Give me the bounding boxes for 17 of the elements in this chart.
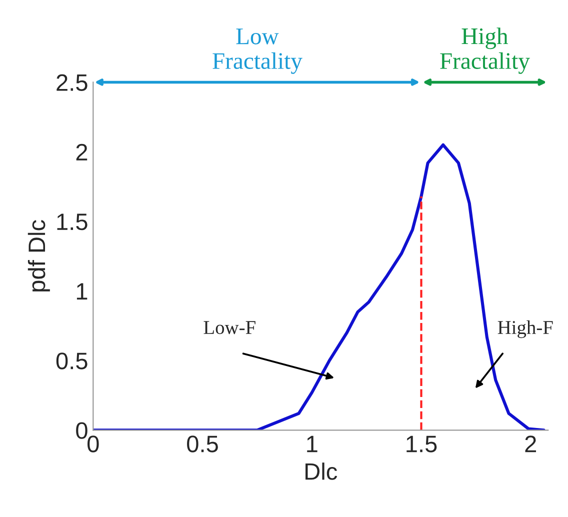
y-axis-title: pdf Dlc bbox=[28, 220, 50, 292]
x-axis-title: Dlc bbox=[306, 462, 338, 480]
text: High Fractality bbox=[440, 28, 530, 74]
y-tick-label: 2 bbox=[76, 144, 88, 160]
x-tick-label: 1.5 bbox=[406, 436, 437, 452]
y-tick-label: 1 bbox=[76, 283, 88, 300]
annotation: Low-F bbox=[204, 321, 256, 334]
y-tick-label: 0.5 bbox=[56, 352, 88, 370]
text: Low Fractality bbox=[212, 28, 302, 74]
x-tick-label: 0 bbox=[88, 436, 99, 452]
x-tick-label: 2 bbox=[525, 436, 536, 452]
y-tick-label: 2.5 bbox=[56, 74, 88, 91]
y-tick-label: 0 bbox=[76, 422, 88, 439]
y-tick-label: 1.5 bbox=[57, 214, 88, 230]
x-tick-label: 0.5 bbox=[187, 436, 218, 452]
x-tick-label: 1 bbox=[307, 436, 318, 452]
annotation: High-F bbox=[498, 320, 553, 338]
